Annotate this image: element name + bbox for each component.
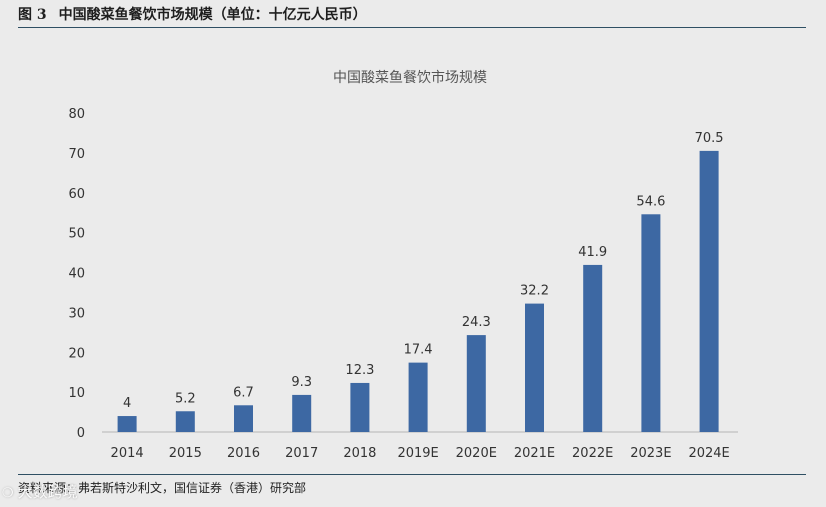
x-tick-label: 2023E xyxy=(630,446,671,461)
y-tick-label: 60 xyxy=(68,187,85,202)
bar xyxy=(175,411,195,432)
y-tick-label: 80 xyxy=(68,107,85,122)
bar xyxy=(525,303,544,432)
data-label: 41.9 xyxy=(578,245,607,260)
figure-number: 图 3 xyxy=(18,7,47,23)
y-tick-label: 70 xyxy=(68,147,85,162)
y-tick-label: 40 xyxy=(68,267,85,282)
x-tick-label: 2016 xyxy=(227,446,260,461)
logo-icon: ❍ xyxy=(2,486,14,501)
footer-rule xyxy=(18,474,806,475)
x-tick-label: 2020E xyxy=(456,446,497,461)
x-tick-label: 2019E xyxy=(397,446,438,461)
x-axis-labels: 2014 2015 2016 2017 2018 2019E 2020E 2021E 2022E… xyxy=(111,446,730,461)
x-tick-label: 2021E xyxy=(514,446,555,461)
bar xyxy=(292,394,312,432)
y-tick-label: 0 xyxy=(77,426,85,441)
data-label: 54.6 xyxy=(636,194,665,209)
data-label: 4 xyxy=(123,396,131,411)
watermark-text: 大数跨境 xyxy=(17,483,78,501)
bar xyxy=(234,405,253,432)
data-label: 6.7 xyxy=(233,385,254,400)
figure-header: 图 3 中国酸菜鱼餐饮市场规模（单位：十亿元人民币） xyxy=(18,4,808,26)
bar xyxy=(408,362,428,432)
data-label: 17.4 xyxy=(404,343,433,358)
data-label: 70.5 xyxy=(695,131,724,146)
data-label: 32.2 xyxy=(520,284,549,299)
source-note: 资料来源：弗若斯特沙利文，国信证券（香港）研究部 xyxy=(18,481,307,495)
y-tick-label: 30 xyxy=(68,306,85,321)
bar-series xyxy=(117,150,719,432)
data-label: 9.3 xyxy=(291,375,312,390)
y-tick-label: 50 xyxy=(68,227,85,242)
x-tick-label: 2024E xyxy=(688,446,729,461)
bar xyxy=(583,264,603,432)
figure-caption: 中国酸菜鱼餐饮市场规模（单位：十亿元人民币） xyxy=(58,7,367,23)
x-tick-label: 2018 xyxy=(343,446,376,461)
data-label: 24.3 xyxy=(462,315,491,330)
bar xyxy=(350,382,370,432)
chart-title: 中国酸菜鱼餐饮市场规模 xyxy=(333,69,487,86)
x-tick-label: 2022E xyxy=(572,446,613,461)
header-rule xyxy=(18,27,806,28)
x-tick-label: 2015 xyxy=(169,446,202,461)
bar xyxy=(699,150,719,432)
data-labels: 4 5.2 6.7 9.3 12.3 17.4 24.3 32.2 41.9 54.6 70.5 xyxy=(123,131,724,411)
y-tick-label: 10 xyxy=(68,386,85,401)
data-label: 12.3 xyxy=(345,363,374,378)
y-axis-ticks: 0 10 20 30 40 50 60 70 80 xyxy=(68,107,85,441)
x-tick-label: 2017 xyxy=(285,446,318,461)
bar xyxy=(641,214,661,432)
watermark: ❍ 大数跨境 xyxy=(2,481,78,502)
bar-chart: 中国酸菜鱼餐饮市场规模 0 10 20 30 40 50 60 70 80 4 5.2 6.7 9.3… xyxy=(68,69,738,461)
bar xyxy=(466,335,486,432)
y-tick-label: 20 xyxy=(68,346,85,361)
x-tick-label: 2014 xyxy=(111,446,144,461)
data-label: 5.2 xyxy=(175,391,196,406)
bar xyxy=(117,416,137,432)
